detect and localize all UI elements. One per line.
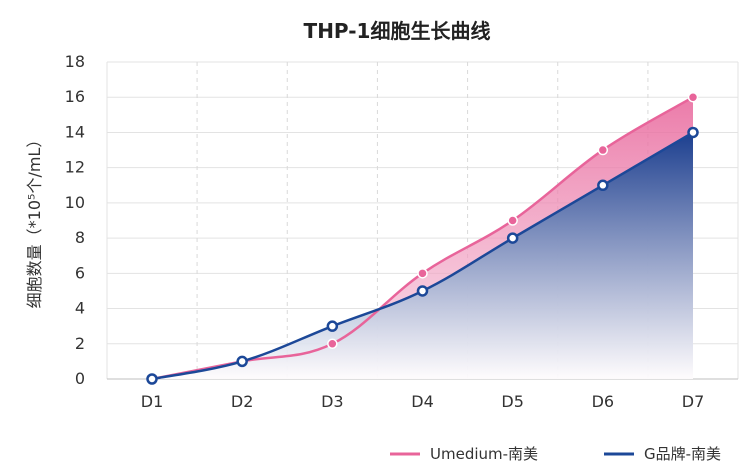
y-tick-label: 10 bbox=[65, 193, 85, 212]
data-point bbox=[326, 320, 339, 332]
chart-title: THP-1细胞生长曲线 bbox=[304, 19, 491, 43]
data-point bbox=[597, 179, 609, 192]
legend-label: Umedium-南美 bbox=[430, 445, 538, 463]
data-point bbox=[236, 355, 248, 368]
y-tick-label: 18 bbox=[65, 52, 85, 71]
data-point bbox=[687, 126, 699, 139]
data-point bbox=[507, 215, 518, 226]
y-tick-label: 12 bbox=[65, 158, 85, 177]
y-tick-label: 14 bbox=[65, 122, 85, 141]
x-tick-label: D1 bbox=[141, 392, 164, 411]
area-layer bbox=[152, 97, 693, 379]
x-tick-label: D7 bbox=[682, 392, 705, 411]
data-point bbox=[327, 338, 338, 350]
data-point bbox=[146, 373, 158, 385]
x-tick-label: D3 bbox=[321, 392, 344, 411]
data-point bbox=[416, 285, 429, 297]
y-tick-label: 4 bbox=[75, 299, 85, 318]
data-point bbox=[687, 91, 699, 103]
y-axis-label: 细胞数量（*10⁵个/mL） bbox=[25, 132, 44, 309]
x-tick-label: D5 bbox=[501, 392, 524, 411]
y-tick-label: 16 bbox=[65, 87, 85, 106]
data-point bbox=[417, 268, 428, 279]
point-layer bbox=[146, 91, 699, 385]
y-tick-label: 0 bbox=[75, 369, 85, 388]
series-area bbox=[152, 132, 693, 379]
tick-layer: 0 2 4 6 8 10 12 14 16 18 D1 D2 D3 D4 D5 D6 D7 bbox=[65, 52, 705, 411]
x-tick-label: D6 bbox=[592, 392, 615, 411]
data-point bbox=[506, 232, 519, 244]
y-tick-label: 6 bbox=[75, 263, 85, 282]
x-tick-label: D2 bbox=[231, 392, 254, 411]
y-tick-label: 2 bbox=[75, 334, 85, 353]
legend: Umedium-南美 G品牌-南美 bbox=[390, 445, 721, 463]
y-tick-label: 8 bbox=[75, 228, 85, 247]
data-point bbox=[597, 144, 609, 156]
legend-label: G品牌-南美 bbox=[644, 445, 721, 463]
x-tick-label: D4 bbox=[411, 392, 434, 411]
